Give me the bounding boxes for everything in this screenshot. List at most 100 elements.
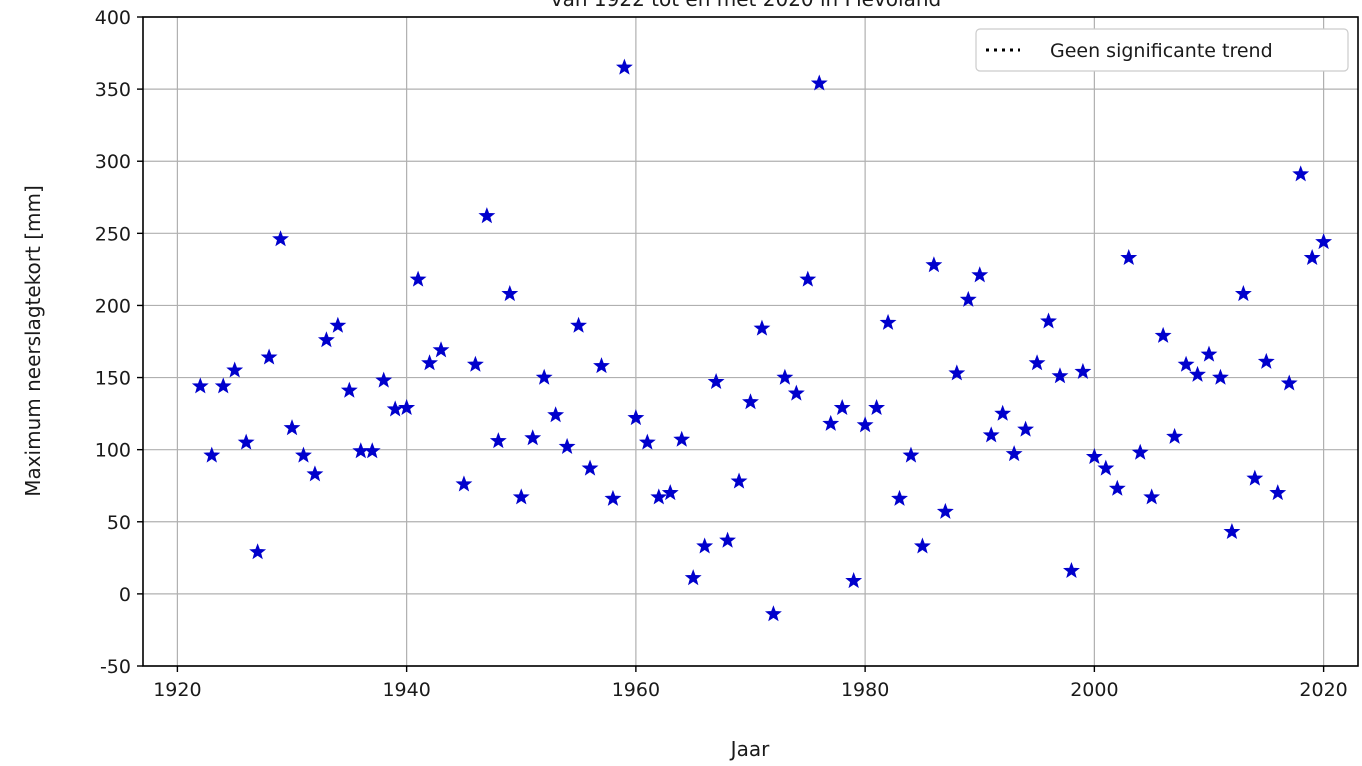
x-tick-label: 2000 [1070,679,1118,701]
data-point-star [856,416,874,433]
data-point-star [673,430,691,447]
data-point-star [1166,427,1184,444]
data-point-star [1154,326,1172,343]
data-point-star [352,442,370,459]
y-tick-label: 200 [95,295,131,317]
data-point-star [982,426,1000,443]
data-point-star [226,361,244,378]
data-point-star [329,316,347,333]
data-point-star [845,572,863,589]
data-point-star [1120,248,1138,266]
y-tick-label: -50 [100,656,131,678]
data-point-star [868,398,886,416]
data-point-star [272,230,289,247]
data-point-star [765,605,782,622]
data-point-star [615,58,633,75]
data-point-star [558,437,576,454]
data-point-star [1131,443,1149,460]
y-tick-label: 0 [119,584,131,606]
data-point-star [776,368,794,385]
data-point-star [1074,362,1092,379]
data-point-star [535,368,553,385]
data-point-star [787,384,805,401]
data-point-star [604,489,622,506]
data-point-star [1005,445,1023,462]
data-point-star [1051,367,1069,384]
data-point-star [799,270,817,287]
x-tick-label: 1960 [612,679,660,701]
data-point-star [753,319,771,336]
data-point-star [1097,459,1115,476]
data-point-star [994,404,1012,421]
data-point-star [707,373,725,390]
data-point-star [1189,365,1206,382]
data-point-star [891,489,908,506]
data-point-star [260,348,278,365]
data-point-star [295,446,312,463]
data-point-star [1108,479,1126,496]
data-point-star [478,207,496,224]
data-point-star [742,393,759,410]
data-point-star [1315,233,1333,250]
data-point-star [1017,420,1035,437]
data-point-star [1292,165,1310,182]
data-point-star [833,398,851,416]
y-axis-title: Maximum neerslagtekort [mm] [21,185,45,497]
data-point-star [959,290,977,307]
x-tick-label: 2020 [1299,679,1347,701]
data-point-star [283,419,301,436]
data-point-star [1143,488,1161,505]
plot-frame [142,16,1359,667]
legend: Geen significante trend [975,28,1349,72]
data-point-star [547,406,565,423]
y-tick-label: 100 [95,440,131,462]
data-point-star [1246,469,1264,486]
data-point-star [489,432,507,449]
data-point-star [822,414,840,431]
data-point-star [1085,448,1103,465]
data-point-star [386,400,404,417]
data-point-star [925,256,943,273]
data-point-star [249,543,267,560]
data-point-star [398,398,416,416]
data-point-star [455,475,473,492]
data-point-star [1177,355,1195,372]
data-point-star [581,459,599,476]
y-tick-label: 250 [95,223,131,245]
data-point-star [375,371,393,388]
x-axis-title: Jaar [729,737,770,761]
data-point-star [203,446,221,463]
x-tick-label: 1940 [382,679,430,701]
y-tick-label: 400 [95,7,131,29]
y-tick-label: 300 [95,151,131,173]
y-tick-label: 350 [95,79,131,101]
data-point-star [1040,312,1057,329]
data-point-star [191,377,209,394]
data-point-star [1063,561,1080,578]
data-point-star [1212,368,1229,385]
data-point-star [627,409,645,426]
data-point-star [466,355,484,372]
data-point-star [1200,345,1218,362]
data-point-star [524,429,542,446]
data-point-star [1303,248,1321,266]
data-point-star [363,442,381,459]
data-point-star [684,569,702,586]
data-point-star [650,488,668,505]
y-tick-label: 150 [95,368,131,390]
data-point-star [696,537,714,554]
data-point-star [501,285,519,302]
data-point-star [1257,352,1275,369]
legend-label: Geen significante trend [1050,40,1273,62]
data-point-star [432,341,450,358]
data-point-star [914,537,931,554]
grid-layer [143,16,1358,667]
chart-title: van 1922 tot en met 2020 in Flevoland [551,0,941,11]
x-tick-label: 1980 [841,679,889,701]
data-point-star [1028,354,1046,371]
data-point-star [512,488,530,505]
y-tick-label: 50 [107,512,131,534]
data-point-star [936,502,954,519]
ticks-layer: 1920 1940 1960 1980 2000 2020 -50 0 50 100 150 200 2… [95,7,1348,701]
data-point-star [421,354,438,371]
